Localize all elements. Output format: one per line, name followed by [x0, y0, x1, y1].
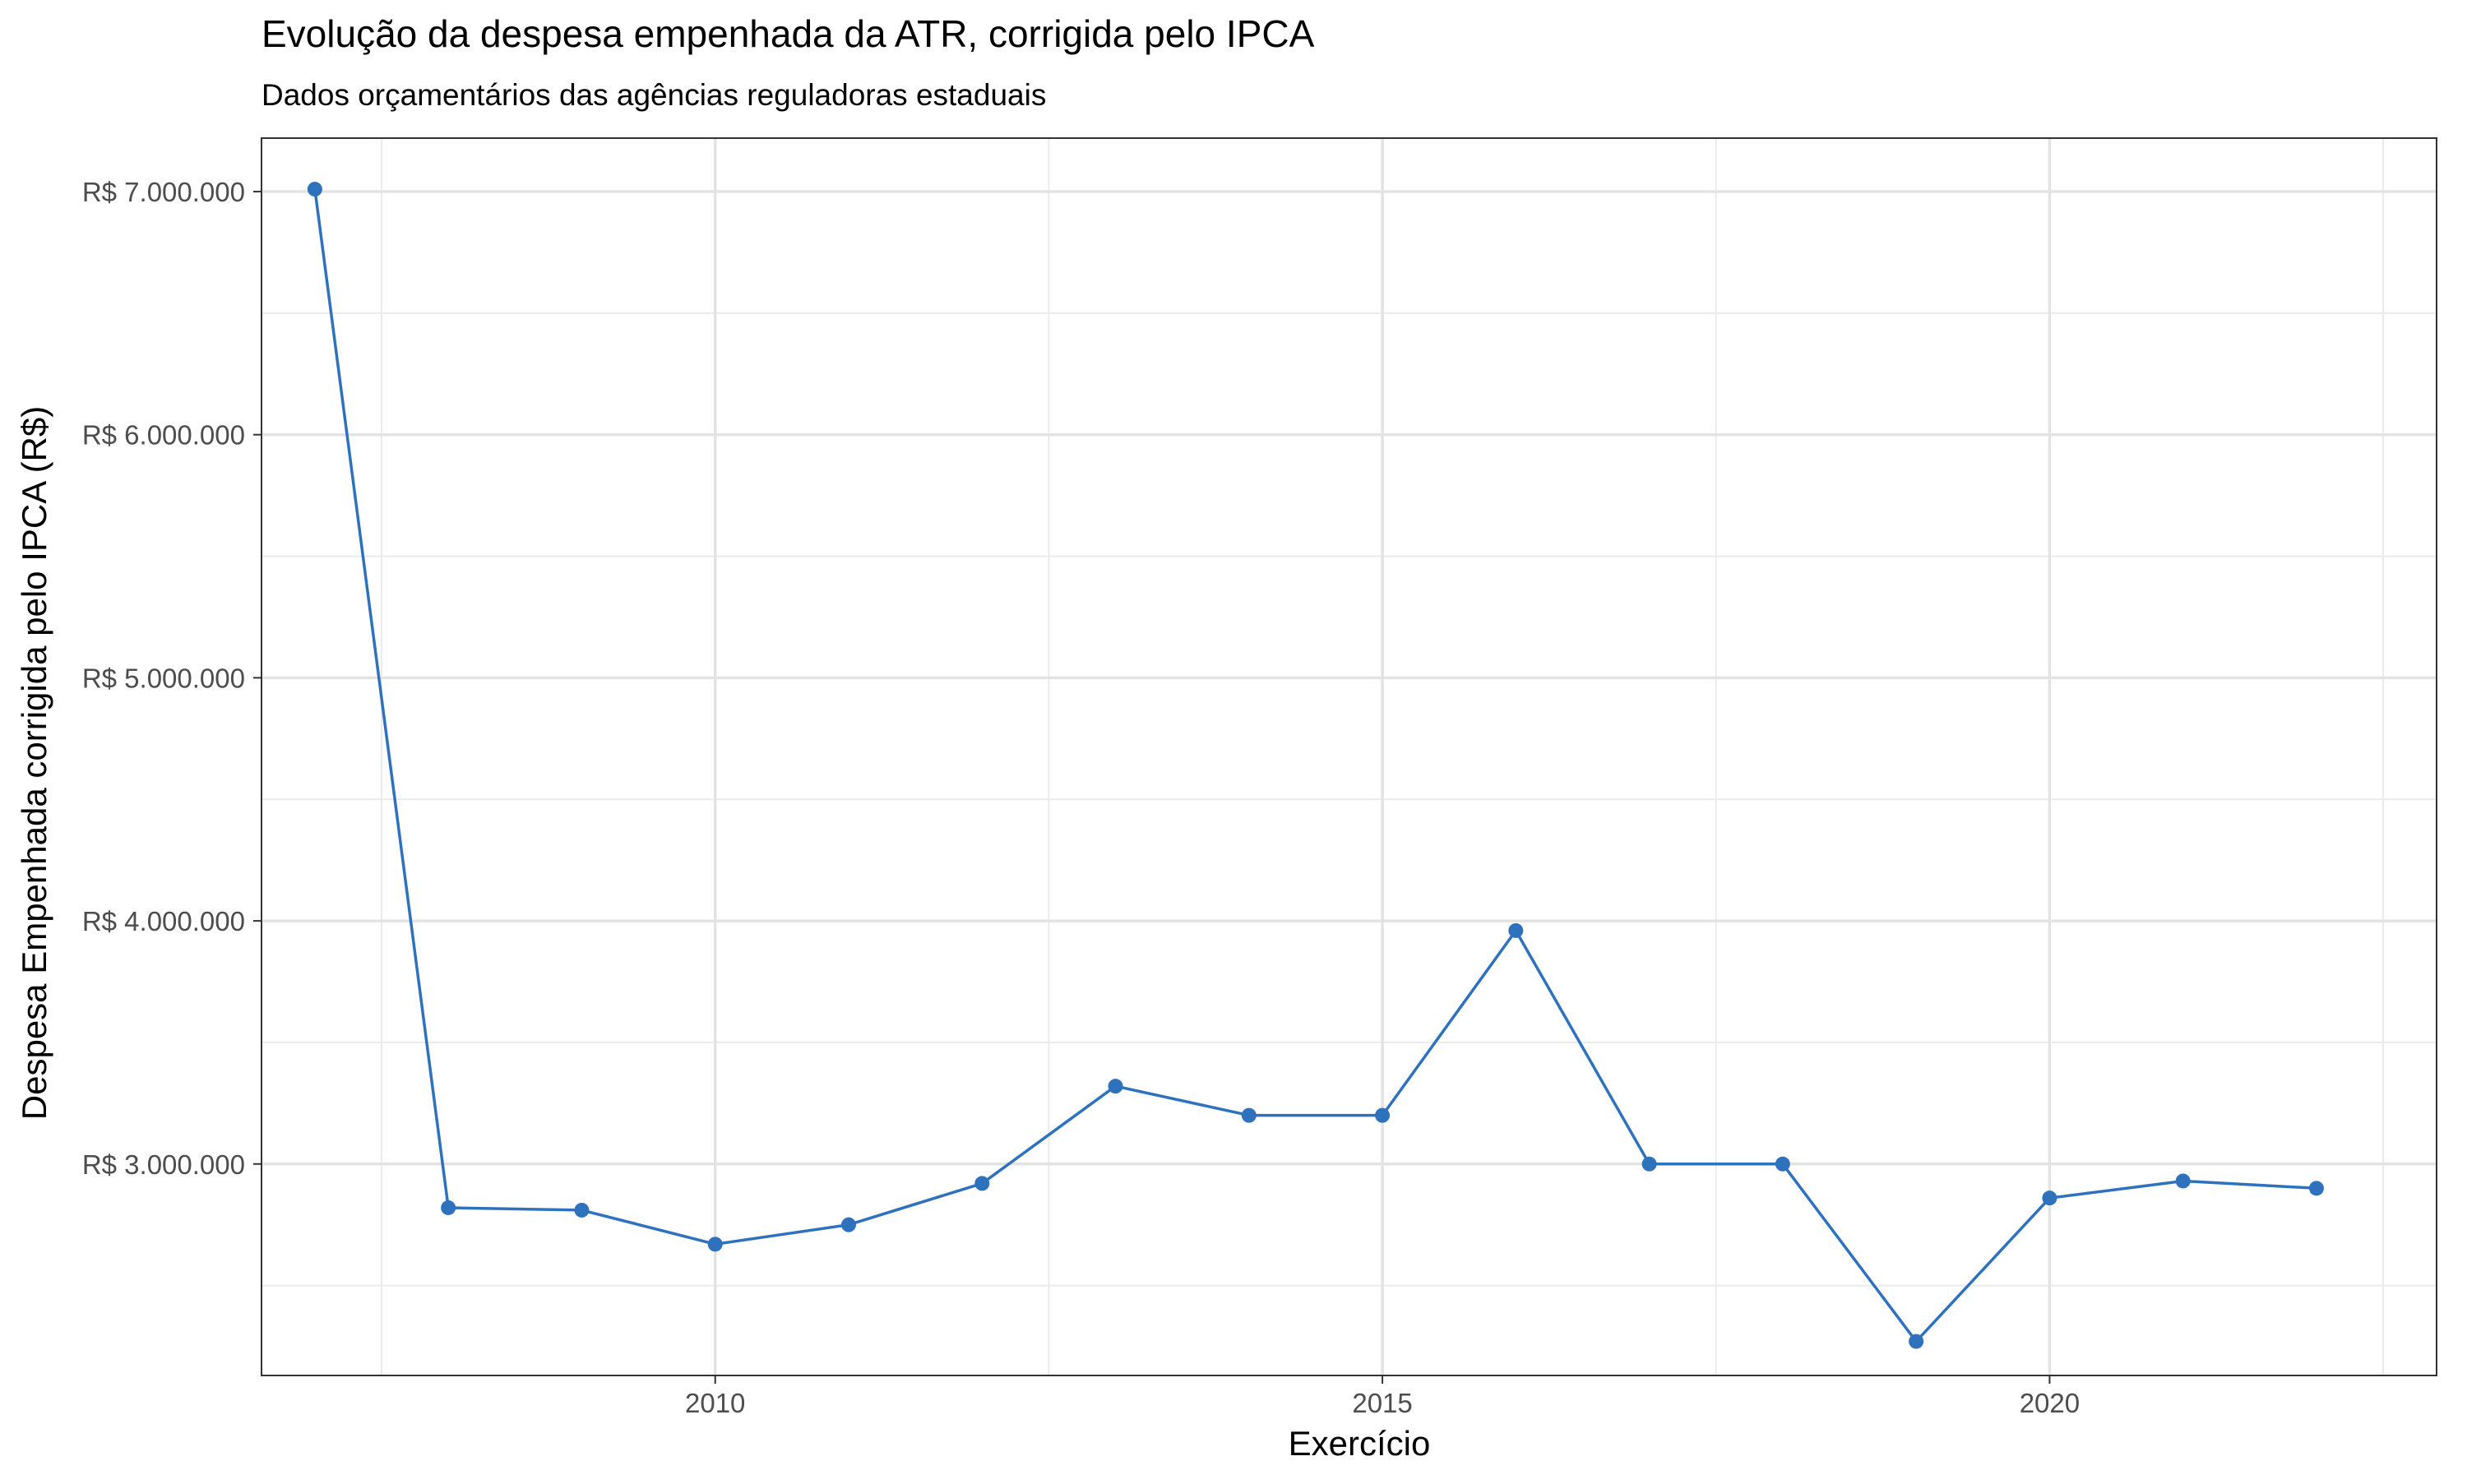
data-point [2042, 1190, 2057, 1206]
series-layer [307, 182, 2324, 1349]
data-point [1775, 1156, 1790, 1172]
data-point [441, 1200, 456, 1215]
y-tick-label: R$ 7.000.000 [82, 177, 245, 207]
data-point [1641, 1156, 1657, 1172]
y-tick-label: R$ 6.000.000 [82, 420, 245, 451]
x-tick-label: 2015 [1352, 1388, 1412, 1418]
y-axis-ticks: R$ 3.000.000 R$ 4.000.000 R$ 5.000.000 R$ 6… [82, 177, 262, 1180]
major-gridlines [262, 138, 2437, 1375]
y-axis-title: Despesa Empenhada corrigida pelo IPCA (R… [15, 406, 53, 1120]
data-point [707, 1237, 723, 1252]
y-tick-label: R$ 5.000.000 [82, 663, 245, 693]
data-point [574, 1202, 590, 1218]
chart-title: Evolução da despesa empenhada da ATR, co… [262, 12, 1315, 55]
data-point [2175, 1173, 2191, 1189]
y-tick-label: R$ 4.000.000 [82, 906, 245, 936]
chart-subtitle: Dados orçamentários das agências regulad… [262, 78, 1046, 112]
data-point [974, 1176, 990, 1191]
data-point [1508, 922, 1524, 938]
x-axis-title: Exercício [1289, 1424, 1431, 1463]
data-point [1241, 1107, 1257, 1123]
x-axis-ticks: 2010 2015 2020 [685, 1375, 2080, 1418]
y-tick-label: R$ 3.000.000 [82, 1149, 245, 1180]
data-point [1108, 1079, 1123, 1094]
data-point [1375, 1107, 1391, 1123]
minor-gridlines [262, 138, 2437, 1375]
x-tick-label: 2010 [685, 1388, 745, 1418]
panel-border [261, 137, 2437, 1376]
data-point [1909, 1334, 1924, 1349]
data-point [307, 182, 322, 197]
series-line [313, 188, 2317, 1343]
x-tick-label: 2020 [2020, 1388, 2080, 1418]
data-point [840, 1217, 856, 1232]
data-point [2308, 1181, 2324, 1196]
